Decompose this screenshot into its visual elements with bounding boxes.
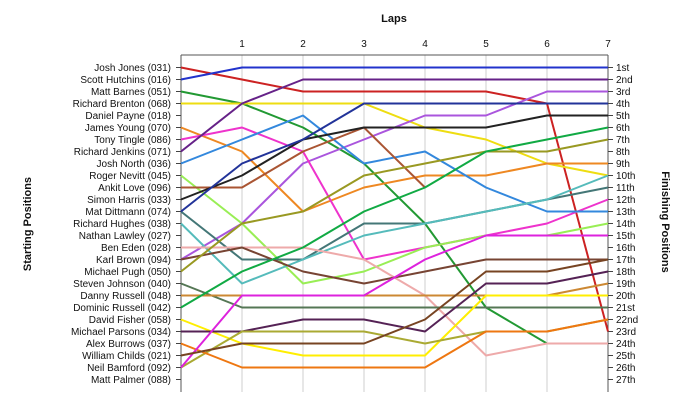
starting-label: Daniel Payne (018) [85, 111, 171, 122]
starting-position-labels: Josh Jones (031)Scott Hutchins (016)Matt… [71, 63, 171, 386]
series-line [180, 294, 608, 357]
starting-label: Scott Hutchins (016) [80, 75, 171, 86]
starting-label: Alex Burrows (037) [86, 339, 171, 350]
finishing-label: 19th [616, 279, 635, 290]
finishing-label: 27th [616, 375, 635, 386]
series-line [180, 114, 608, 201]
lap-label: 6 [544, 39, 550, 50]
finishing-label: 25th [616, 351, 635, 362]
starting-label: David Fisher (058) [89, 315, 171, 326]
series-line [180, 78, 608, 153]
series-line [180, 126, 608, 213]
finishing-label: 23rd [616, 327, 636, 338]
series-line [180, 138, 609, 273]
starting-label: Simon Harris (033) [87, 195, 171, 206]
finishing-label: 2nd [616, 75, 633, 86]
lap-label: 2 [300, 39, 306, 50]
starting-label: Nathan Lawley (027) [79, 231, 171, 242]
lap-tick-labels: 1 2 3 4 5 6 7 [239, 39, 611, 50]
starting-label: Michael Pugh (050) [84, 267, 171, 278]
starting-label: Danny Russell (048) [80, 291, 171, 302]
series-line [180, 126, 609, 309]
starting-label: Karl Brown (094) [96, 255, 171, 266]
series-line [180, 174, 609, 285]
finishing-label: 3rd [616, 87, 630, 98]
finishing-label: 8th [616, 147, 630, 158]
lap-label: 5 [483, 39, 489, 50]
starting-label: Mat Dittmann (074) [85, 207, 171, 218]
finishing-label: 21st [616, 303, 635, 314]
series-line [180, 102, 608, 213]
starting-label: Steven Johnson (040) [73, 279, 171, 290]
lap-label: 4 [422, 39, 428, 50]
series-line [181, 126, 426, 189]
series-line [180, 258, 609, 357]
finishing-label: 20th [616, 291, 635, 302]
finishing-label: 4th [616, 99, 630, 110]
starting-label: Roger Nevitt (045) [89, 171, 171, 182]
series-lines [180, 66, 609, 369]
series-line [180, 66, 608, 81]
lap-label: 7 [605, 39, 611, 50]
top-axis-label: Laps [381, 13, 407, 25]
finishing-label: 26th [616, 363, 635, 374]
lap-label: 1 [239, 39, 245, 50]
starting-label: Matt Palmer (088) [91, 375, 171, 386]
finishing-label: 24th [616, 339, 635, 350]
finishing-label: 6th [616, 123, 630, 134]
finishing-label: 12th [616, 195, 635, 206]
finishing-label: 15th [616, 231, 635, 242]
starting-label: Ben Eden (028) [101, 243, 171, 254]
series-line [180, 66, 609, 332]
finishing-label: 1st [616, 63, 630, 74]
finishing-label: 5th [616, 111, 630, 122]
starting-label: James Young (070) [85, 123, 171, 134]
series-line [180, 126, 609, 261]
starting-label: Ankit Love (096) [98, 183, 171, 194]
starting-label: Michael Parsons (034) [71, 327, 171, 338]
series-line [180, 318, 609, 369]
starting-label: Josh Jones (031) [94, 63, 171, 74]
series-line [181, 102, 609, 177]
starting-label: Josh North (036) [97, 159, 171, 170]
finishing-label: 7th [616, 135, 630, 146]
starting-label: Richard Jenkins (071) [74, 147, 171, 158]
starting-label: Tony Tingle (086) [94, 135, 171, 146]
finishing-label: 17th [616, 255, 635, 266]
finishing-label: 14th [616, 219, 635, 230]
starting-label: Richard Hughes (038) [73, 219, 171, 230]
starting-label: Richard Brenton (068) [73, 99, 171, 110]
finishing-label: 9th [616, 159, 630, 170]
series-line [180, 234, 608, 369]
starting-label: William Childs (021) [82, 351, 171, 362]
finishing-label: 11th [616, 183, 635, 194]
right-axis-label: Finishing Positions [659, 171, 671, 272]
starting-label: Dominic Russell (042) [73, 303, 171, 314]
left-axis-label: Starting Positions [22, 177, 34, 271]
finishing-position-labels: 1st2nd3rd4th5th6th7th8th9th10th11th12th1… [616, 63, 638, 386]
finishing-label: 13th [616, 207, 635, 218]
finishing-label: 22nd [616, 315, 638, 326]
finishing-label: 10th [616, 171, 635, 182]
lap-label: 3 [361, 39, 367, 50]
series-line [180, 282, 608, 309]
series-line [181, 270, 609, 333]
starting-label: Neil Bamford (092) [87, 363, 171, 374]
starting-label: Matt Barnes (051) [91, 87, 171, 98]
finishing-label: 18th [616, 267, 635, 278]
finishing-label: 16th [616, 243, 635, 254]
